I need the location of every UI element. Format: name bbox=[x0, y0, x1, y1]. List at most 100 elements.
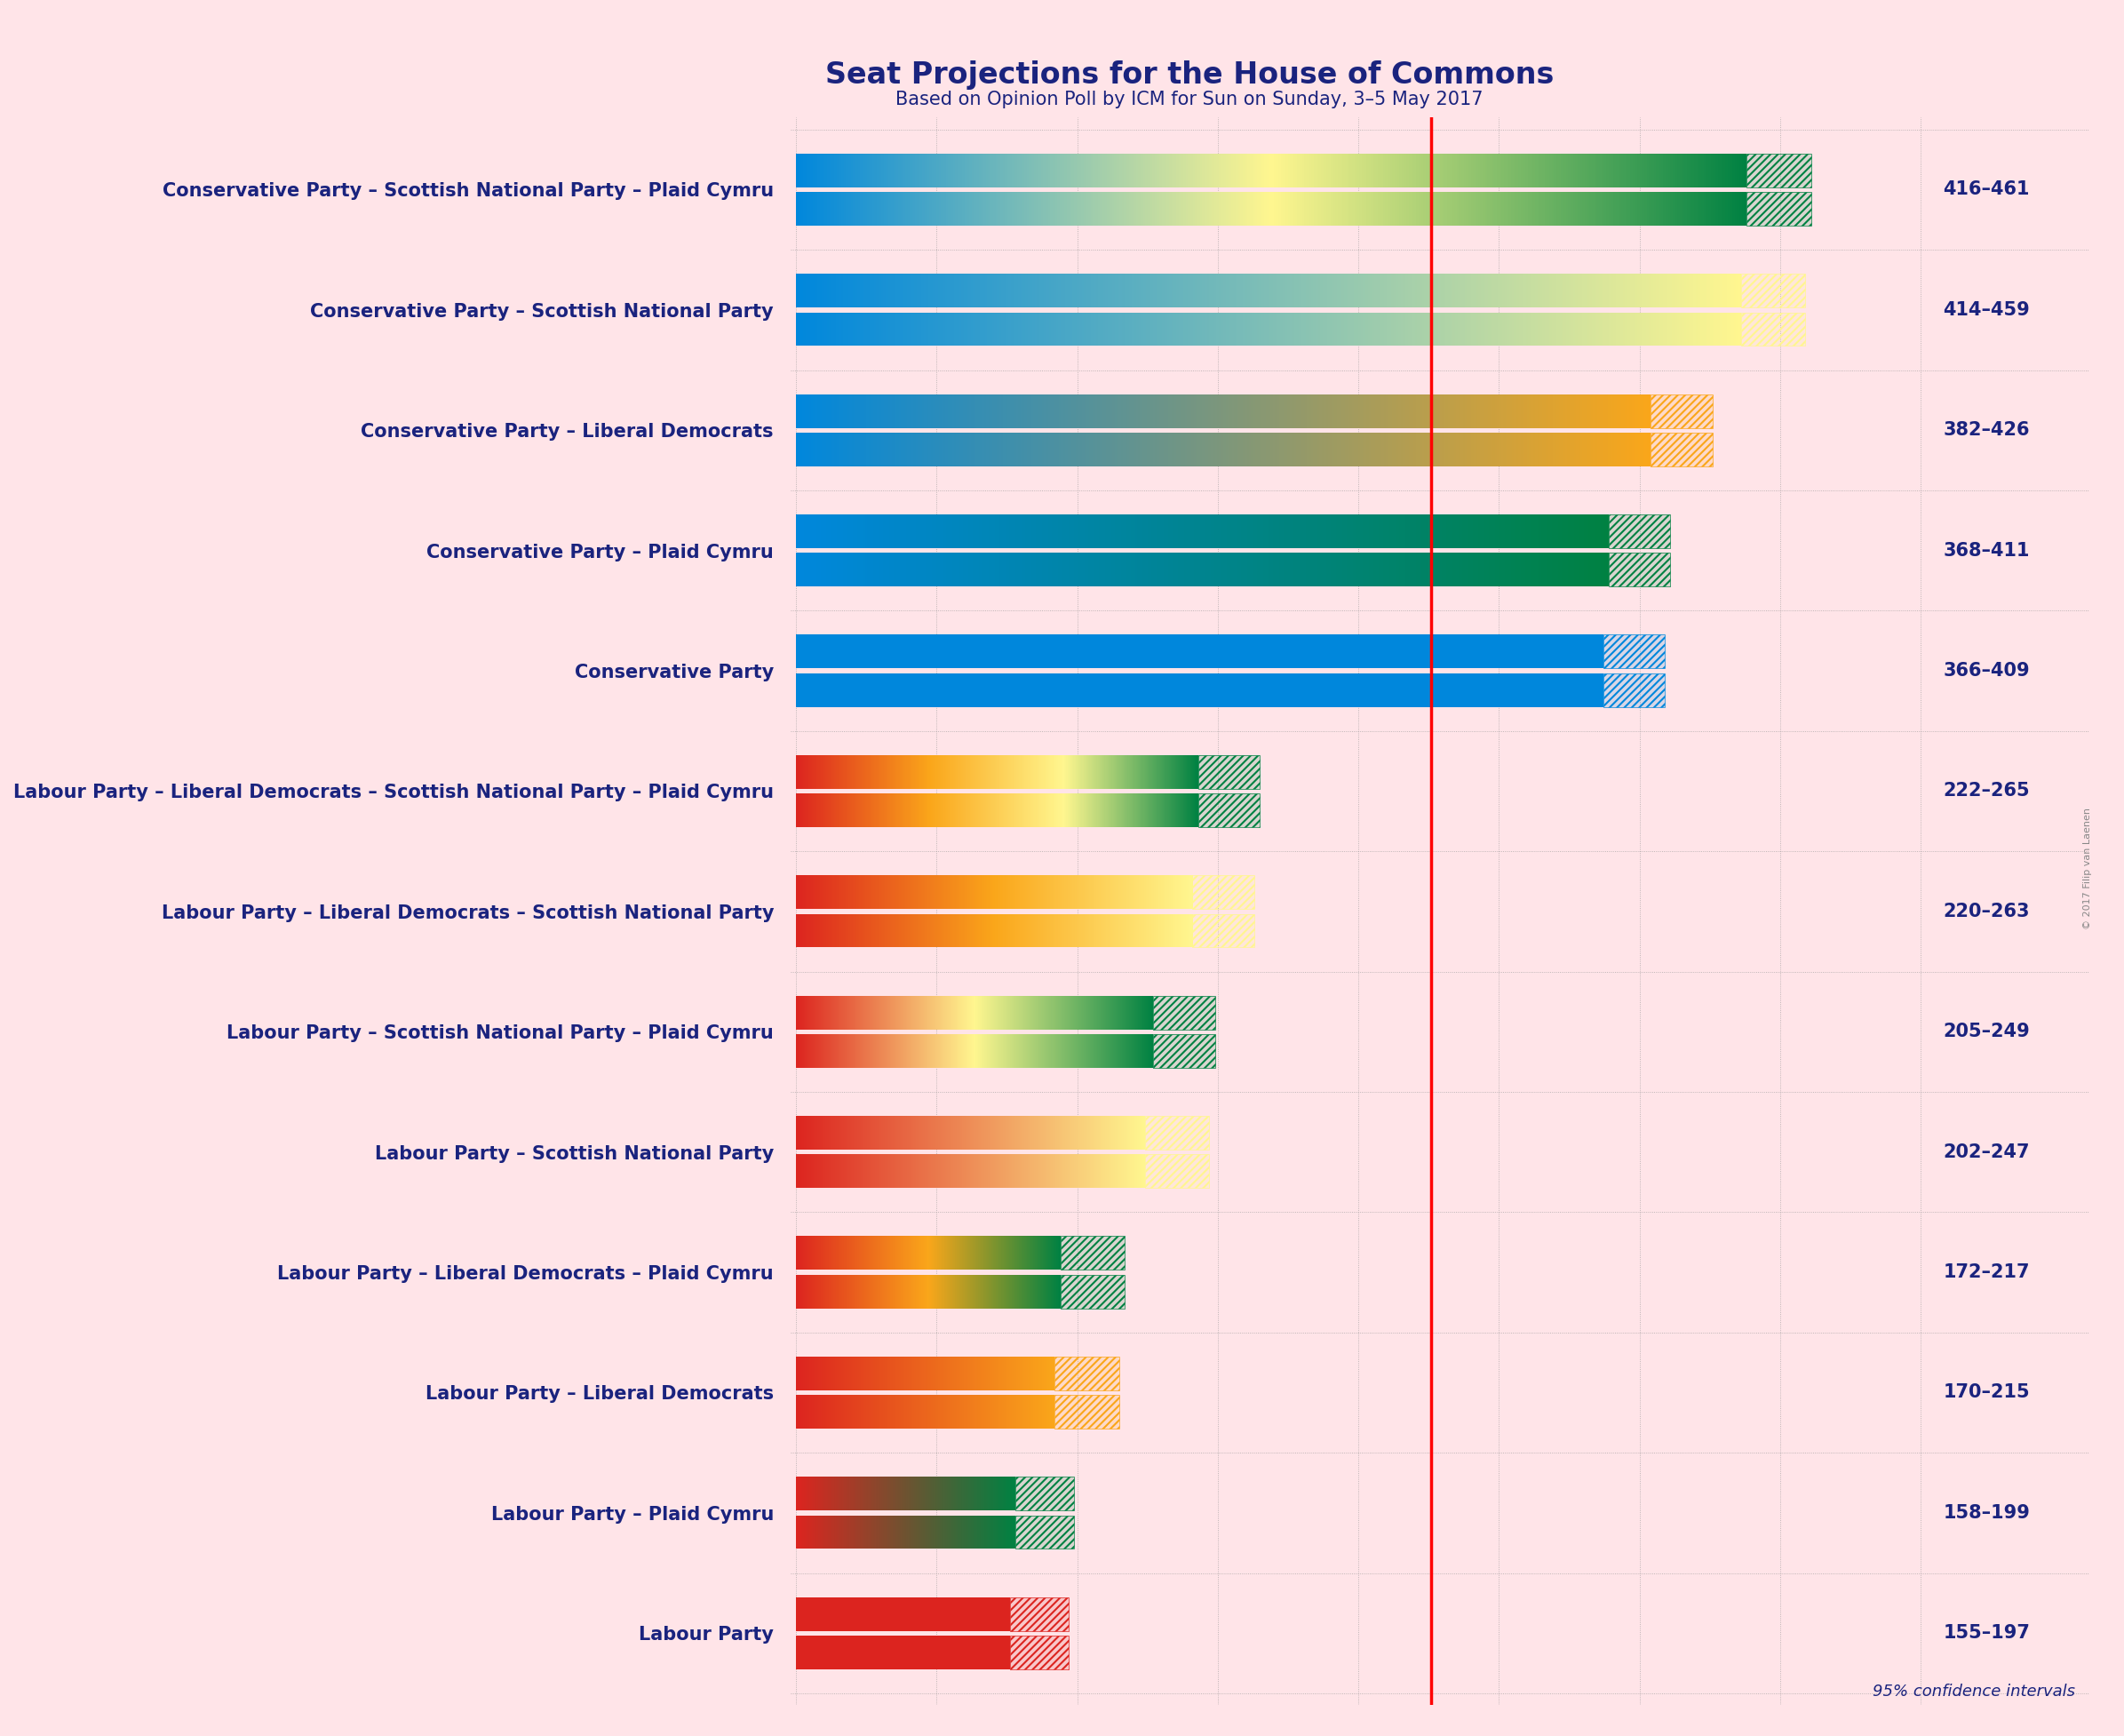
Bar bbox=[1047, 193, 1051, 226]
Bar bbox=[1540, 554, 1542, 587]
Bar bbox=[1060, 514, 1062, 549]
Bar bbox=[835, 394, 837, 427]
Bar bbox=[1378, 274, 1383, 307]
Bar bbox=[1449, 432, 1451, 467]
Bar bbox=[1102, 153, 1104, 187]
Bar bbox=[1461, 274, 1466, 307]
Bar bbox=[1215, 153, 1217, 187]
Bar bbox=[1391, 312, 1393, 345]
Bar bbox=[1568, 432, 1570, 467]
Bar bbox=[1034, 554, 1037, 587]
Bar bbox=[858, 394, 860, 427]
Bar bbox=[1438, 514, 1440, 549]
Bar bbox=[826, 554, 828, 587]
Bar bbox=[1011, 432, 1013, 467]
Bar bbox=[1319, 514, 1321, 549]
Bar bbox=[1090, 514, 1092, 549]
Bar bbox=[1147, 312, 1151, 345]
Bar bbox=[1151, 514, 1153, 549]
Bar bbox=[1160, 193, 1162, 226]
Bar bbox=[901, 312, 903, 345]
Bar bbox=[1319, 153, 1321, 187]
Bar bbox=[1423, 554, 1425, 587]
Bar bbox=[911, 312, 913, 345]
Bar bbox=[1493, 312, 1495, 345]
Bar bbox=[918, 193, 920, 226]
Bar bbox=[1077, 153, 1079, 187]
Bar bbox=[1274, 193, 1277, 226]
Bar bbox=[926, 193, 928, 226]
Bar bbox=[1070, 274, 1073, 307]
Bar bbox=[941, 153, 943, 187]
Bar bbox=[1463, 274, 1468, 307]
Bar bbox=[1387, 514, 1389, 549]
Bar bbox=[952, 432, 954, 467]
Bar bbox=[1385, 554, 1387, 587]
Bar bbox=[1663, 193, 1665, 226]
Bar bbox=[1682, 153, 1684, 187]
Bar bbox=[1204, 193, 1206, 226]
Text: Based on Opinion Poll by ICM for Sun on Sunday, 3–5 May 2017: Based on Opinion Poll by ICM for Sun on … bbox=[896, 90, 1483, 108]
Bar bbox=[969, 193, 973, 226]
Bar bbox=[833, 153, 835, 187]
Bar bbox=[1574, 274, 1576, 307]
Bar bbox=[1410, 554, 1412, 587]
Bar bbox=[1223, 514, 1226, 549]
Bar bbox=[1621, 274, 1623, 307]
Bar bbox=[1104, 432, 1107, 467]
Bar bbox=[1648, 193, 1652, 226]
Bar bbox=[1215, 312, 1217, 345]
Bar bbox=[937, 312, 941, 345]
Bar bbox=[1313, 193, 1315, 226]
Bar bbox=[1260, 274, 1262, 307]
Bar bbox=[1595, 274, 1597, 307]
Bar bbox=[901, 193, 903, 226]
Bar bbox=[1355, 432, 1357, 467]
Bar bbox=[1474, 153, 1476, 187]
Bar bbox=[1109, 153, 1113, 187]
Bar bbox=[1160, 554, 1162, 587]
Bar bbox=[1540, 153, 1542, 187]
Bar bbox=[830, 432, 833, 467]
Bar bbox=[1132, 312, 1134, 345]
Bar bbox=[1024, 514, 1026, 549]
Bar bbox=[1508, 554, 1510, 587]
Bar bbox=[1056, 554, 1058, 587]
Bar bbox=[1678, 153, 1680, 187]
Bar bbox=[1243, 394, 1245, 427]
Bar bbox=[858, 312, 860, 345]
Bar bbox=[869, 514, 871, 549]
Bar bbox=[1090, 554, 1092, 587]
Bar bbox=[852, 193, 854, 226]
Bar bbox=[1529, 394, 1531, 427]
Bar bbox=[1202, 274, 1204, 307]
Bar bbox=[1045, 312, 1047, 345]
Bar bbox=[1589, 514, 1591, 549]
Bar bbox=[922, 312, 924, 345]
Bar bbox=[1340, 514, 1342, 549]
Bar bbox=[1517, 193, 1519, 226]
Bar bbox=[1604, 554, 1606, 587]
Bar bbox=[1461, 432, 1463, 467]
Bar bbox=[1323, 394, 1325, 427]
Bar bbox=[935, 153, 937, 187]
Bar bbox=[1179, 153, 1181, 187]
Bar bbox=[1372, 554, 1374, 587]
Bar bbox=[930, 394, 932, 427]
Bar bbox=[1230, 274, 1234, 307]
Bar bbox=[898, 274, 901, 307]
Bar bbox=[1217, 274, 1219, 307]
Bar bbox=[1204, 432, 1206, 467]
Bar bbox=[1166, 274, 1170, 307]
Bar bbox=[1266, 554, 1268, 587]
Bar bbox=[1446, 274, 1449, 307]
Bar bbox=[926, 554, 928, 587]
Bar bbox=[1109, 394, 1111, 427]
Text: 366–409: 366–409 bbox=[1943, 661, 2031, 681]
Bar bbox=[828, 312, 833, 345]
Bar bbox=[1427, 153, 1432, 187]
Bar bbox=[1572, 514, 1574, 549]
Bar bbox=[1183, 312, 1185, 345]
Bar bbox=[1512, 394, 1514, 427]
Bar bbox=[1158, 274, 1160, 307]
